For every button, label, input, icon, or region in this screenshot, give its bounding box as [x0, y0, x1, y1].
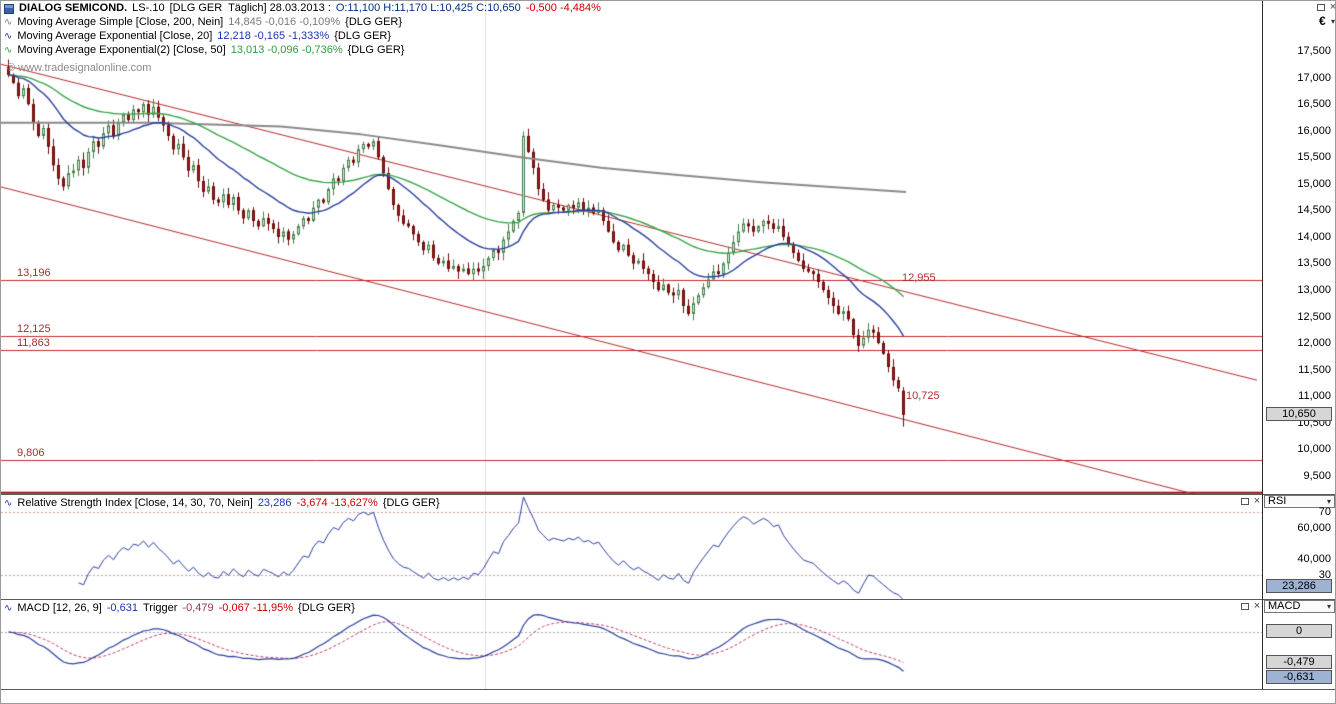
macd-trigger-tag: -0,479: [1266, 654, 1332, 669]
legend-sma200[interactable]: ∿ Moving Average Simple [Close, 200, Nei…: [4, 16, 402, 29]
chart-window-icon: [4, 3, 14, 14]
chart-title-row: DIALOG SEMICOND. LS-.10 [DLG GER Täglich…: [4, 2, 601, 15]
annotation-label[interactable]: 12,955: [902, 272, 936, 284]
price-axis-tick: 17,500: [1297, 45, 1331, 57]
axis-separator: [1262, 1, 1263, 689]
chevron-down-icon: ▾: [1326, 602, 1331, 611]
rsi-axis-tick: 30: [1318, 569, 1331, 581]
rsi-scale-selector[interactable]: RSI ▾: [1264, 495, 1335, 508]
window-restore-icon[interactable]: [1317, 4, 1325, 11]
rsi-pane-restore-icon[interactable]: [1241, 498, 1249, 505]
watermark: © www.tradesignalonline.com: [7, 62, 152, 74]
sma200-values: 14,845 -0,016 -0,109%: [228, 16, 341, 28]
bottom-separator: [1, 689, 1335, 690]
symbol-name: DIALOG SEMICOND.: [19, 2, 128, 14]
price-level-label[interactable]: 11,863: [17, 337, 50, 350]
ema20-values: 12,218 -0,165 -1,333%: [217, 30, 330, 42]
rsi-selector-label: RSI: [1268, 495, 1287, 507]
rsi-value-tag: 23,286: [1266, 578, 1332, 593]
price-axis-tick: 13,500: [1297, 257, 1331, 270]
wave-icon: ∿: [4, 44, 13, 56]
legend-ema50[interactable]: ∿ Moving Average Exponential(2) [Close, …: [4, 44, 404, 57]
sma200-name: Moving Average Simple [Close, 200, Nein]: [17, 16, 224, 28]
currency-dropdown-icon[interactable]: ▾: [1331, 17, 1336, 26]
annotation-label[interactable]: 10,725: [906, 390, 940, 402]
price-axis-tick: 15,000: [1297, 177, 1331, 190]
price-axis-tick: 11,000: [1298, 390, 1331, 403]
price-axis-tick: 11,500: [1298, 363, 1331, 376]
rsi-chart-canvas[interactable]: [1, 495, 1263, 599]
macd-scale-selector[interactable]: MACD ▾: [1264, 600, 1335, 613]
macd-pane-restore-icon[interactable]: [1241, 603, 1249, 610]
ema50-name: Moving Average Exponential(2) [Close, 50…: [17, 44, 226, 56]
currency-axis-button[interactable]: €: [1319, 14, 1326, 28]
price-axis-tick: 15,500: [1297, 151, 1331, 164]
wave-icon: ∿: [4, 30, 13, 42]
macd-suffix: {DLG GER}: [298, 602, 355, 614]
price-chart-canvas[interactable]: [1, 1, 1263, 494]
price-axis-tick: 16,000: [1297, 124, 1331, 137]
macd-selector-label: MACD: [1268, 600, 1301, 612]
ema20-suffix: {DLG GER}: [334, 30, 392, 42]
macd-trigger-value: -0,479: [182, 602, 214, 614]
macd-name: MACD [12, 26, 9]: [17, 602, 102, 614]
wave-icon: ∿: [4, 497, 13, 509]
macd-zero-tag: 0: [1266, 624, 1332, 638]
price-axis-tick: 14,000: [1297, 230, 1331, 243]
price-axis-tick: 14,500: [1297, 204, 1331, 217]
rsi-suffix: {DLG GER}: [382, 497, 440, 509]
sma200-suffix: {DLG GER}: [345, 16, 403, 28]
rsi-pane-close-icon[interactable]: ×: [1253, 495, 1261, 507]
macd-pane-close-icon[interactable]: ×: [1253, 600, 1261, 612]
wave-icon: ∿: [4, 602, 13, 614]
rsi-axis-tick: 40,000: [1297, 553, 1331, 566]
price-axis-tick: 17,000: [1297, 71, 1331, 84]
macd-chart-canvas[interactable]: [1, 600, 1263, 689]
macd-trigger-label: Trigger: [142, 602, 178, 614]
rsi-value: 23,286: [257, 497, 292, 509]
change-values: -0,500 -4,484%: [525, 2, 601, 14]
price-level-label[interactable]: 12,125: [17, 323, 51, 336]
chevron-down-icon: ▾: [1326, 497, 1331, 506]
ema50-suffix: {DLG GER}: [347, 44, 405, 56]
legend-macd[interactable]: ∿ MACD [12, 26, 9] -0,631 Trigger -0,479…: [4, 602, 355, 615]
price-axis-tick: 16,500: [1297, 98, 1331, 111]
rsi-name: Relative Strength Index [Close, 14, 30, …: [17, 497, 253, 509]
rsi-axis-tick: 60,000: [1297, 521, 1331, 534]
wave-icon: ∿: [4, 16, 13, 28]
rsi-axis-tick: 70: [1318, 506, 1331, 518]
price-axis-tick: 9,500: [1303, 469, 1331, 482]
window-close-icon[interactable]: ×: [1329, 1, 1336, 13]
ohlc-values: O:11,100 H:11,170 L:10,425 C:10,650: [335, 2, 521, 14]
price-level-label[interactable]: 9,806: [17, 446, 45, 459]
price-axis-tick: 10,000: [1297, 443, 1331, 456]
legend-rsi[interactable]: ∿ Relative Strength Index [Close, 14, 30…: [4, 497, 440, 510]
price-axis-tick: 12,000: [1297, 337, 1331, 350]
price-axis-tick: 13,000: [1297, 283, 1331, 296]
macd-value: -0,631: [106, 602, 138, 614]
price-rsi-separator[interactable]: [1, 494, 1335, 495]
price-axis-tick: 12,500: [1297, 310, 1331, 323]
price-level-label[interactable]: 13,196: [17, 266, 51, 279]
ema50-values: 13,013 -0,096 -0,736%: [230, 44, 343, 56]
rsi-macd-separator[interactable]: [1, 599, 1335, 600]
macd-change: -0,067 -11,95%: [218, 602, 294, 614]
symbol-series: LS-.10: [132, 2, 165, 14]
rsi-change: -3,674 -13,627%: [296, 497, 378, 509]
ema20-name: Moving Average Exponential [Close, 20]: [17, 30, 213, 42]
last-price-tag: 10,650: [1266, 406, 1332, 421]
legend-ema20[interactable]: ∿ Moving Average Exponential [Close, 20]…: [4, 30, 391, 43]
macd-value-tag: -0,631: [1266, 669, 1332, 684]
symbol-context: [DLG GER Täglich] 28.03.2013 :: [169, 2, 331, 14]
